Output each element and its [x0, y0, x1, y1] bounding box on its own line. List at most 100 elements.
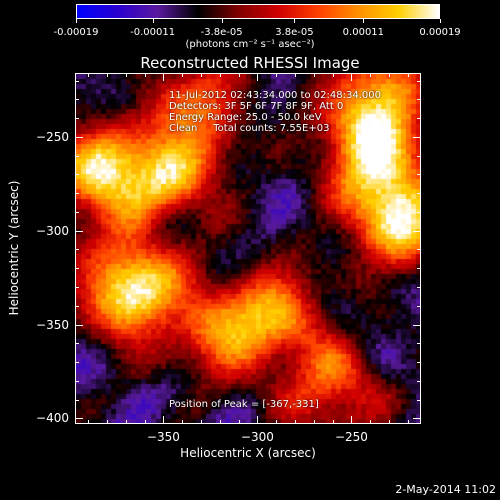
x-minor-tick-top — [106, 73, 108, 77]
y-minor-tick-right — [417, 268, 421, 270]
x-minor-tick — [389, 420, 391, 424]
y-minor-tick-right — [417, 99, 421, 101]
colorbar-tick-label: -3.8e-05 — [200, 27, 243, 38]
y-minor-tick — [75, 362, 79, 364]
x-minor-tick-top — [125, 73, 127, 77]
x-minor-tick — [332, 420, 334, 424]
detectors-label: Detectors: 3F 5F 6F 7F 8F 9F, Att 0 — [169, 101, 344, 112]
x-tick-mark — [257, 416, 259, 424]
x-minor-tick-top — [182, 73, 184, 77]
x-tick-label: −350 — [146, 430, 180, 444]
x-tick-label: −300 — [240, 430, 274, 444]
x-minor-tick — [276, 420, 278, 424]
x-minor-tick — [238, 420, 240, 424]
y-minor-tick-right — [417, 249, 421, 251]
y-minor-tick-right — [417, 286, 421, 288]
y-axis-label: Heliocentric Y (arcsec) — [7, 180, 21, 316]
colorbar-tick-label: 3.8e-05 — [275, 27, 314, 38]
y-minor-tick — [75, 380, 79, 382]
x-minor-tick — [313, 420, 315, 424]
x-minor-tick-top — [389, 73, 391, 77]
y-tick-label: −400 — [36, 411, 69, 426]
colorbar-tick-label: 0.00019 — [419, 27, 461, 38]
x-minor-tick-top — [276, 73, 278, 77]
y-minor-tick-right — [417, 80, 421, 82]
y-minor-tick — [75, 174, 79, 176]
y-minor-tick — [75, 80, 79, 82]
y-tick-mark — [75, 136, 83, 138]
x-minor-tick-top — [295, 73, 296, 77]
colorbar-tick-mark — [76, 19, 77, 23]
timestamp: 2-May-2014 11:02 — [395, 483, 496, 496]
x-minor-tick — [200, 420, 202, 424]
x-tick-mark-top — [351, 73, 353, 81]
y-minor-tick — [75, 155, 79, 157]
colorbar-tick-label: -0.00019 — [53, 27, 99, 38]
y-minor-tick — [75, 343, 79, 345]
y-tick-mark — [75, 324, 83, 326]
x-tick-mark-top — [257, 73, 259, 81]
x-minor-tick — [219, 420, 221, 424]
y-minor-tick — [75, 268, 79, 270]
plot-title: Reconstructed RHESSI Image — [140, 54, 360, 72]
x-tick-label: −250 — [334, 430, 368, 444]
y-minor-tick-right — [417, 305, 421, 307]
x-minor-tick-top — [313, 73, 315, 77]
colorbar-tick-label: -0.00011 — [130, 27, 176, 38]
y-minor-tick-right — [417, 380, 421, 382]
x-minor-tick — [106, 420, 108, 424]
heatmap-image — [76, 74, 420, 423]
x-axis-label: Heliocentric X (arcsec) — [180, 446, 316, 460]
y-minor-tick-right — [417, 193, 421, 195]
y-tick-mark — [75, 418, 83, 420]
y-tick-label: −350 — [36, 317, 69, 332]
x-minor-tick-top — [88, 73, 90, 77]
plot-area: 11-Jul-2012 02:43:34.000 to 02:48:34.000… — [75, 73, 421, 424]
y-minor-tick — [75, 193, 79, 195]
x-tick-mark — [163, 416, 165, 424]
y-minor-tick-right — [417, 399, 421, 401]
y-minor-tick-right — [417, 118, 421, 120]
y-tick-label: −300 — [36, 223, 69, 238]
colorbar-units: (photons cm⁻² s⁻¹ asec⁻²) — [185, 39, 315, 50]
x-minor-tick — [407, 420, 409, 424]
y-minor-tick — [75, 118, 79, 120]
y-minor-tick — [75, 286, 79, 288]
colorbar-tick-mark — [294, 19, 296, 23]
y-minor-tick-right — [417, 174, 421, 176]
colorbar-tick-mark — [152, 19, 154, 23]
x-tick-mark — [351, 416, 353, 424]
y-tick-mark-right — [413, 324, 421, 326]
x-minor-tick-top — [332, 73, 334, 77]
y-tick-mark-right — [413, 230, 421, 232]
colorbar-tick-mark — [363, 19, 365, 23]
y-minor-tick-right — [417, 343, 421, 345]
y-minor-tick — [75, 305, 79, 307]
x-minor-tick-top — [200, 73, 202, 77]
y-minor-tick-right — [417, 211, 421, 213]
y-minor-tick — [75, 211, 79, 213]
x-minor-tick — [295, 420, 296, 424]
y-tick-mark-right — [413, 136, 421, 138]
x-minor-tick — [370, 420, 372, 424]
colorbar — [76, 4, 440, 19]
x-minor-tick-top — [370, 73, 372, 77]
y-tick-mark-right — [413, 418, 421, 420]
y-tick-label: −250 — [36, 129, 69, 144]
colorbar-tick-mark — [440, 19, 441, 23]
colorbar-tick-mark — [221, 19, 223, 23]
y-minor-tick — [75, 249, 79, 251]
x-minor-tick — [125, 420, 127, 424]
clean-counts-label: Clean Total counts: 7.55E+03 — [169, 123, 330, 134]
y-minor-tick-right — [417, 155, 421, 157]
x-minor-tick — [182, 420, 184, 424]
y-tick-mark — [75, 230, 83, 232]
time-range-label: 11-Jul-2012 02:43:34.000 to 02:48:34.000 — [169, 90, 381, 101]
x-minor-tick-top — [238, 73, 240, 77]
x-tick-mark-top — [163, 73, 165, 81]
colorbar-tick-label: 0.00011 — [342, 27, 385, 38]
x-minor-tick-top — [219, 73, 221, 77]
x-minor-tick-top — [407, 73, 409, 77]
y-minor-tick-right — [417, 362, 421, 364]
x-minor-tick-top — [144, 73, 146, 77]
